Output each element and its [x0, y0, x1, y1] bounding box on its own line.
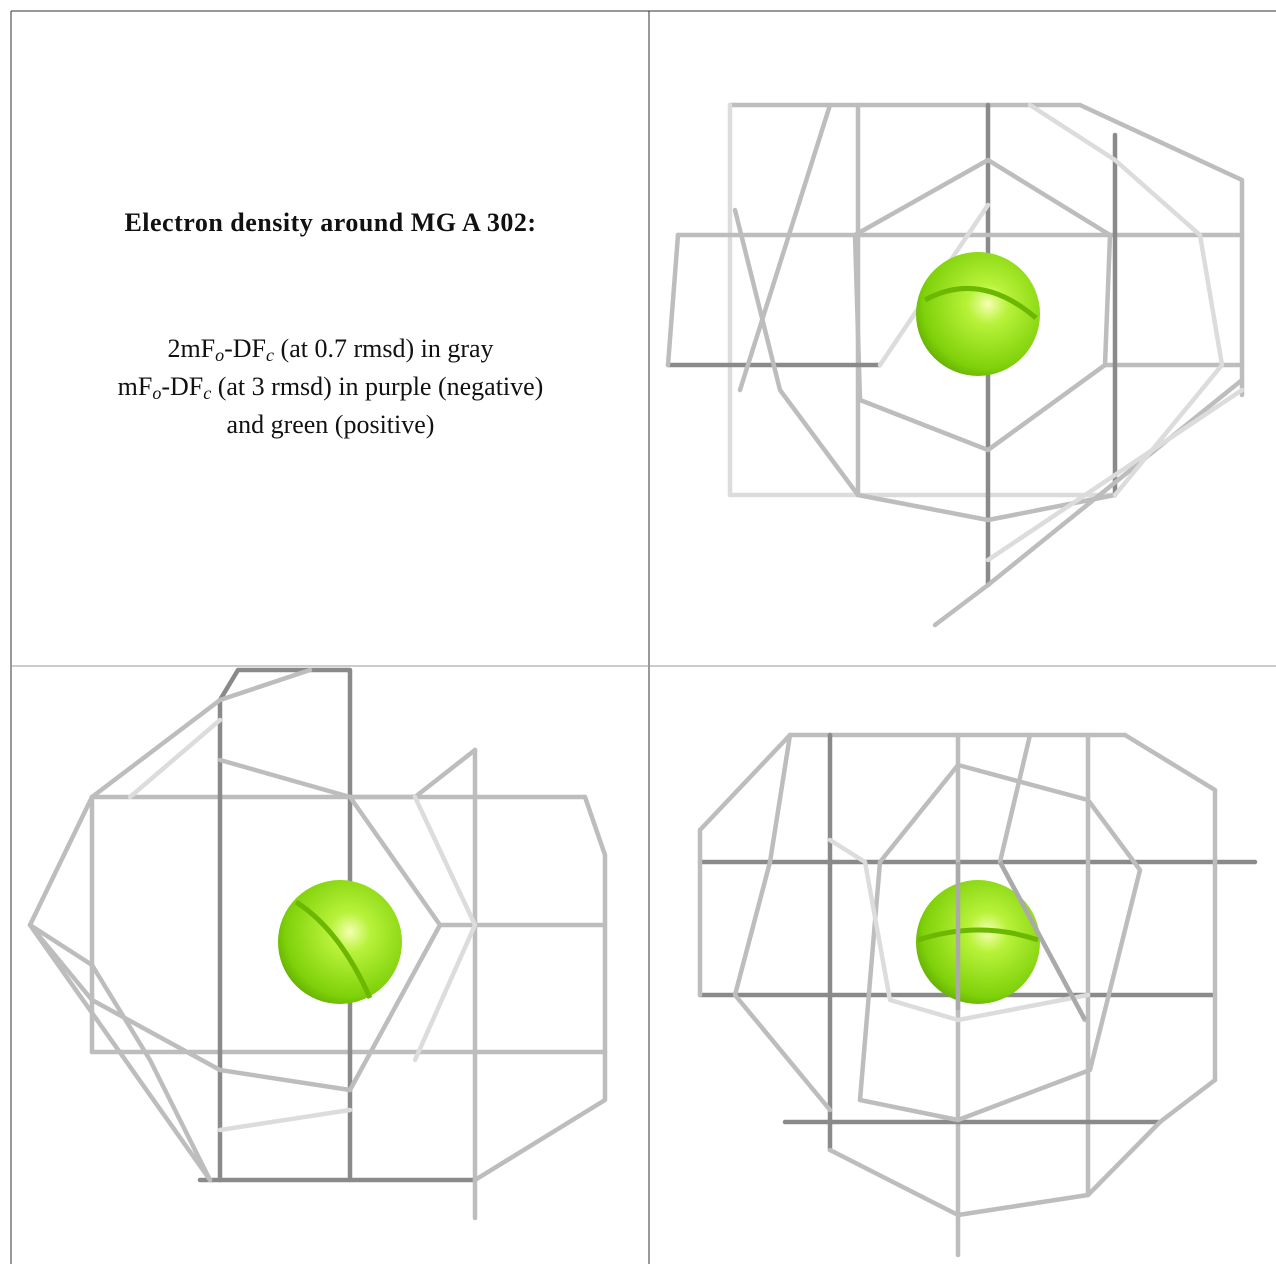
- caption-text: (at 3 rmsd) in purple (negative): [211, 372, 544, 401]
- mesh-front: [998, 860, 1087, 1022]
- subscript: c: [266, 345, 275, 365]
- subscript: c: [203, 383, 212, 403]
- subscript: o: [152, 383, 162, 403]
- caption-lines: 2mFo-DFc (at 0.7 rmsd) in gray mFo-DFc (a…: [12, 330, 649, 444]
- caption-title: Electron density around MG A 302:: [124, 208, 537, 237]
- sphere-band: [294, 899, 373, 1000]
- caption-text: mF: [117, 372, 153, 401]
- sphere-band: [917, 927, 1039, 943]
- caption-text: -DF: [161, 372, 204, 401]
- density-mesh: [665, 102, 1245, 628]
- caption: Electron density around MG A 302: 2mFo-D…: [12, 12, 649, 666]
- caption-text: (at 0.7 rmsd) in gray: [274, 334, 494, 363]
- sphere-band: [923, 286, 1038, 320]
- mg-atom: [916, 252, 1040, 376]
- caption-text: and green (positive): [226, 410, 435, 439]
- mg-atom: [916, 880, 1040, 1004]
- caption-line: mFo-DFc (at 3 rmsd) in purple (negative): [12, 368, 649, 406]
- caption-line: 2mFo-DFc (at 0.7 rmsd) in gray: [12, 330, 649, 368]
- caption-text: 2mF: [167, 334, 216, 363]
- subscript: o: [215, 345, 225, 365]
- caption-line: and green (positive): [12, 406, 649, 444]
- caption-text: -DF: [224, 334, 267, 363]
- density-mesh: [27, 667, 608, 1221]
